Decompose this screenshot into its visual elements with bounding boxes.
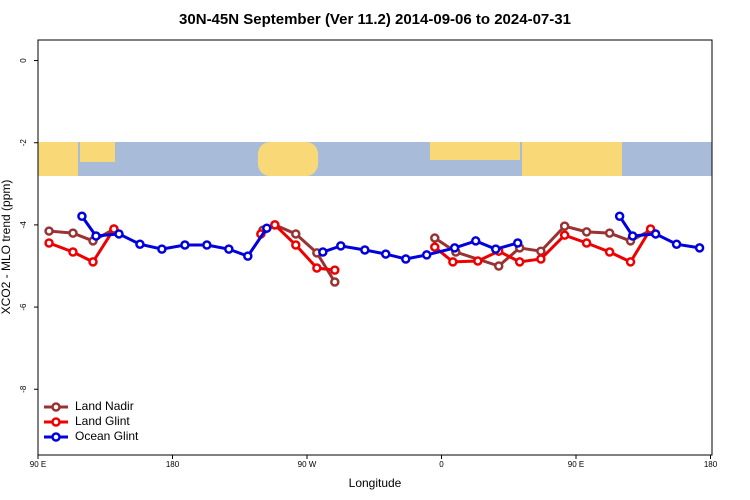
data-point — [318, 247, 328, 257]
data-point — [91, 231, 101, 241]
data-point — [135, 239, 145, 249]
data-point — [493, 261, 504, 271]
data-point — [604, 247, 615, 257]
data-point — [694, 243, 705, 253]
data-point — [44, 238, 54, 248]
data-point — [491, 244, 501, 254]
data-point — [360, 245, 370, 255]
data-point — [559, 221, 570, 231]
data-point — [336, 241, 346, 251]
y-tick-label: -8 — [19, 385, 28, 393]
data-point — [77, 211, 87, 222]
data-point — [536, 246, 546, 256]
legend-label: Ocean Glint — [75, 429, 139, 443]
data-point — [473, 256, 483, 266]
x-tick-label: 90 E — [568, 460, 584, 469]
data-point — [604, 228, 615, 238]
data-point — [448, 257, 458, 267]
data-point — [291, 229, 301, 239]
data-point — [627, 231, 638, 241]
plot-frame — [37, 39, 713, 456]
legend-swatch — [51, 432, 61, 442]
data-point — [224, 244, 234, 254]
data-point — [88, 257, 98, 267]
data-point — [514, 257, 525, 267]
data-point — [381, 249, 391, 259]
data-point — [401, 254, 411, 264]
y-tick-label: 0 — [19, 58, 28, 63]
data-point — [202, 240, 212, 250]
data-point — [312, 263, 322, 273]
y-axis-label: XCO2 - MLO trend (ppm) — [0, 180, 13, 315]
legend-label: Land Glint — [75, 414, 130, 428]
data-point — [512, 238, 523, 248]
data-point — [581, 227, 592, 237]
data-point — [581, 238, 592, 248]
data-point — [270, 220, 280, 230]
legend-swatch — [51, 417, 61, 427]
y-tick-label: -4 — [19, 221, 28, 229]
data-point — [430, 242, 440, 252]
legend-label: Land Nadir — [75, 399, 134, 413]
data-point — [650, 229, 661, 239]
data-point — [559, 230, 570, 240]
data-point — [625, 257, 636, 267]
data-point — [291, 240, 301, 250]
x-axis-label: Longitude — [349, 476, 402, 490]
y-tick-label: -6 — [19, 303, 28, 311]
data-point — [614, 211, 625, 222]
x-tick-label: 90 E — [30, 460, 46, 469]
data-point — [671, 239, 682, 249]
data-point — [449, 243, 460, 253]
data-point — [262, 223, 272, 233]
x-tick-label: 0 — [439, 460, 444, 469]
data-point — [243, 251, 253, 261]
chart-title: 30N-45N September (Ver 11.2) 2014-09-06 … — [179, 11, 571, 28]
legend-swatch — [51, 402, 61, 412]
x-tick-label: 90 W — [298, 460, 317, 469]
data-point — [536, 254, 546, 264]
data-point — [44, 226, 54, 236]
data-point — [330, 265, 340, 275]
data-point — [330, 277, 340, 287]
x-tick-label: 180 — [704, 460, 718, 469]
map-band — [38, 142, 712, 176]
data-point — [114, 229, 124, 239]
data-point — [180, 240, 190, 250]
data-point — [68, 247, 78, 257]
data-point — [68, 228, 78, 238]
data-point — [430, 233, 440, 243]
data-point — [470, 236, 481, 246]
y-tick-label: -2 — [19, 139, 28, 147]
x-tick-label: 180 — [166, 460, 180, 469]
data-point — [157, 244, 167, 254]
data-point — [421, 250, 432, 260]
